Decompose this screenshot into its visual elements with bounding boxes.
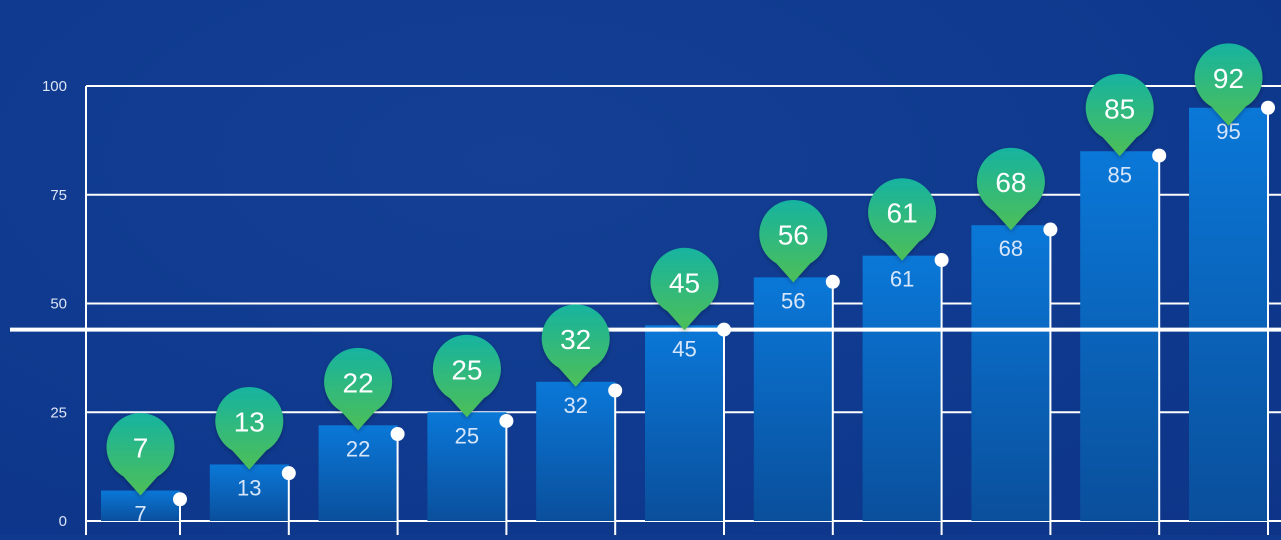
value-marker: 32: [541, 304, 610, 387]
bar: [536, 381, 616, 521]
bar-value-label: 25: [455, 423, 479, 448]
marker-value-label: 7: [133, 433, 149, 464]
y-tick-label: 75: [50, 187, 67, 204]
point-dot: [1043, 222, 1058, 237]
bar: [1080, 151, 1160, 521]
bar-value-label: 22: [346, 436, 370, 461]
bar-value-label: 61: [890, 267, 914, 292]
y-tick-label: 100: [42, 78, 67, 95]
value-marker: 13: [215, 387, 284, 470]
point-dot: [390, 427, 405, 441]
marker-pin-shape: [106, 413, 175, 496]
value-marker: 22: [324, 347, 393, 431]
bar-value-label: 13: [237, 475, 261, 500]
y-tick-label: 50: [50, 296, 67, 313]
marker-value-label: 68: [995, 167, 1026, 198]
marker-pin-shape: [868, 178, 937, 261]
marker-value-label: 13: [234, 406, 265, 437]
marker-pin-shape: [1085, 73, 1154, 157]
bar-value-label: 7: [134, 502, 146, 527]
marker-pin-shape: [759, 199, 828, 283]
point-dot: [499, 413, 514, 428]
bar-value-label: 45: [672, 336, 696, 361]
marker-value-label: 56: [778, 219, 809, 250]
marker-value-label: 85: [1104, 93, 1135, 124]
bar: [318, 425, 398, 521]
bar: [753, 277, 833, 521]
value-marker: 7: [106, 413, 175, 496]
marker-pin-shape: [976, 147, 1045, 231]
value-marker: 92: [1194, 43, 1263, 126]
y-tick-label: 0: [59, 513, 67, 530]
bar: [209, 464, 289, 521]
bar: [101, 490, 180, 521]
marker-pin-shape: [432, 334, 501, 418]
value-marker: 56: [759, 199, 828, 283]
value-marker: 25: [432, 334, 501, 418]
marker-pin-shape: [324, 347, 393, 431]
bar-value-label: 85: [1107, 162, 1131, 187]
bar-value-label: 32: [563, 393, 587, 418]
bars: [101, 107, 1268, 521]
marker-pin-shape: [215, 387, 284, 470]
y-tick-label: 25: [50, 404, 67, 421]
value-marker: 61: [868, 178, 937, 261]
bar: [971, 225, 1051, 521]
marker-value-label: 32: [560, 324, 591, 355]
point-dot: [1152, 148, 1167, 163]
point-stems: [173, 100, 1275, 535]
point-dot: [281, 466, 296, 481]
marker-value-label: 22: [343, 367, 374, 398]
bar: [1189, 107, 1268, 521]
point-dot: [825, 274, 840, 289]
bar: [862, 255, 942, 521]
value-marker: 45: [650, 247, 719, 331]
marker-pin-shape: [541, 304, 610, 387]
bar: [645, 325, 724, 521]
point-dot: [173, 492, 187, 507]
value-markers: 7 13 22 25 32 45 56 61 68 85 92: [106, 43, 1263, 496]
point-dot: [717, 322, 731, 337]
y-axis-ticks: 0 25 50 75 100: [42, 78, 67, 530]
value-marker: 85: [1085, 73, 1154, 157]
bar: [427, 412, 507, 521]
value-marker: 68: [976, 147, 1045, 231]
marker-value-label: 92: [1213, 63, 1244, 94]
bar-value-label: 68: [999, 236, 1023, 261]
bar-value-label: 56: [781, 288, 805, 313]
point-dot: [1261, 100, 1275, 115]
point-dot: [934, 253, 949, 267]
marker-pin-shape: [1194, 43, 1263, 126]
marker-value-label: 61: [887, 198, 918, 229]
marker-value-label: 25: [451, 354, 482, 385]
marker-value-label: 45: [669, 267, 700, 298]
point-dot: [608, 383, 623, 398]
marker-pin-shape: [650, 247, 719, 331]
